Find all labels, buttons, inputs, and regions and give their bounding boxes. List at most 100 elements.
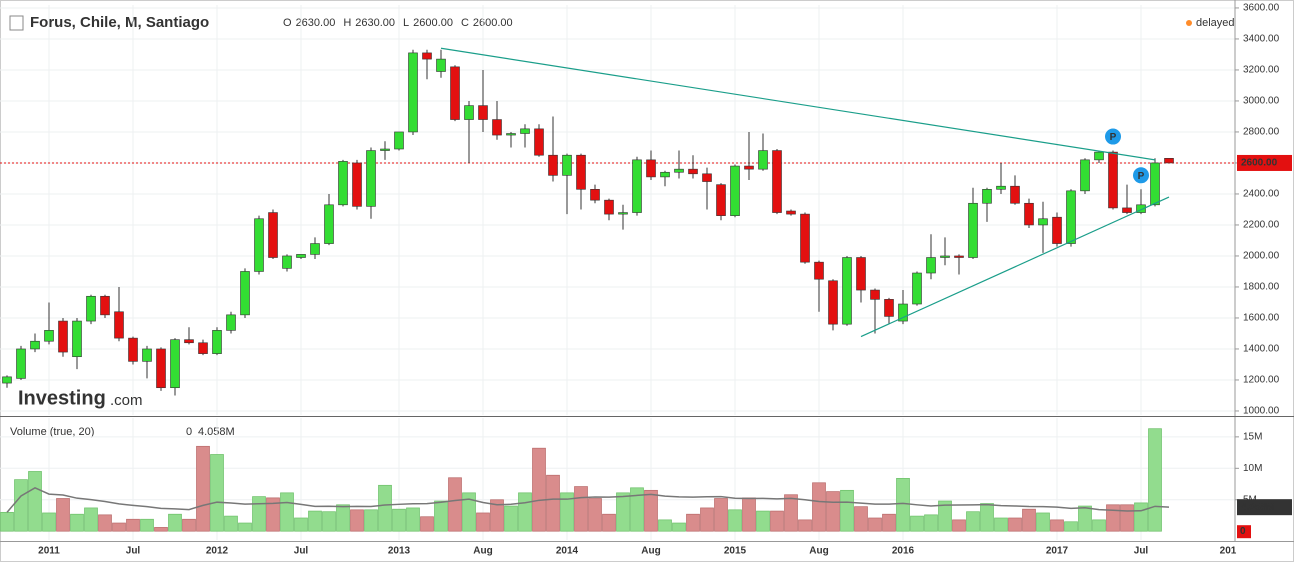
volume-bar (1106, 504, 1120, 532)
candle-body (842, 257, 852, 325)
volume-bar (574, 486, 588, 532)
volume-bar (966, 511, 980, 532)
candle-body (44, 330, 54, 342)
y-tick-label: 10M (1243, 463, 1262, 474)
x-tick-label: Jul (126, 546, 141, 557)
candle-body (114, 311, 124, 339)
marker (1105, 128, 1121, 145)
y-tick-label: 2800.00 (1243, 127, 1280, 138)
volume-bar (994, 517, 1008, 532)
volume-bar (1050, 519, 1064, 532)
volume-bar (1078, 505, 1092, 532)
volume-bar (98, 514, 112, 532)
candle-body (982, 189, 992, 204)
volume-bar (252, 496, 266, 532)
status-dot (1186, 20, 1192, 26)
candle-body (702, 173, 712, 182)
candle-body (184, 339, 194, 344)
candle-body (30, 340, 40, 350)
volume-bar (798, 519, 812, 532)
candle-body (968, 202, 978, 258)
y-tick-label: 2000.00 (1243, 251, 1280, 262)
candle-body (1024, 202, 1034, 226)
candle-body (800, 213, 810, 263)
candle-body (548, 154, 558, 176)
volume-bar (224, 515, 238, 532)
ma-box (1237, 499, 1292, 516)
volume-bar (308, 510, 322, 532)
candle-body (1094, 151, 1104, 161)
volume-bar (700, 507, 714, 532)
icon (9, 15, 24, 31)
candle-body (58, 320, 68, 353)
candle-body (828, 280, 838, 325)
trendline (860, 196, 1170, 338)
volume-bar (350, 509, 364, 532)
candle-body (1038, 218, 1048, 226)
ma-axis-label: 4.058M (1241, 502, 1274, 513)
volume-bar (392, 508, 406, 532)
volume-bar (910, 515, 924, 532)
volume-bar (266, 497, 280, 532)
candle-body (254, 218, 264, 272)
volume-bar (0, 511, 14, 532)
volume-bar (784, 494, 798, 532)
volume-bar (616, 492, 630, 532)
candle-body (310, 243, 320, 255)
x-tick-label: Aug (809, 546, 828, 557)
volume-bar (140, 518, 154, 532)
volume-bar (560, 492, 574, 532)
volume-bar (840, 489, 854, 532)
x-tick-label: 2013 (388, 546, 411, 557)
y-tick-label: 1800.00 (1243, 282, 1280, 293)
last-price-label: 2600.00 (1241, 158, 1278, 169)
volume-current: 0 (186, 426, 192, 438)
candle-body (296, 254, 306, 258)
candle-body (1136, 204, 1146, 213)
candle-body (338, 161, 348, 206)
volume-bar (518, 492, 532, 532)
volume-bar (672, 522, 686, 532)
logo: Investing .com (18, 387, 143, 409)
volume-bar (448, 477, 462, 532)
volume-bar (644, 489, 658, 532)
candle-body (940, 255, 950, 258)
volume-bar (84, 507, 98, 532)
volume-bar (742, 497, 756, 532)
volume-bar (210, 454, 224, 532)
volume-bar (406, 507, 420, 532)
volume-bar (434, 500, 448, 532)
x-tick-label: Aug (641, 546, 660, 557)
x-tick-label: 201 (1220, 546, 1237, 557)
candle-body (954, 255, 964, 258)
x-tick-label: 2015 (724, 546, 747, 557)
volume-bar (322, 511, 336, 532)
ohlc-value: 2600.00 (473, 17, 513, 29)
candle-body (646, 159, 656, 178)
volume-bar (812, 482, 826, 532)
volume-bar (420, 516, 434, 532)
candle-body (520, 128, 530, 134)
volume-bar (826, 491, 840, 532)
candle-body (142, 348, 152, 362)
ohlc-label: C (461, 17, 469, 29)
candle-body (492, 119, 502, 136)
volume-bar (756, 510, 770, 532)
candle-body (912, 272, 922, 305)
candle-body (394, 131, 404, 150)
volume-bar (658, 519, 672, 532)
volume-bar (1064, 521, 1078, 532)
y-tick-label: 15M (1243, 432, 1262, 443)
candle-body (576, 154, 586, 190)
volume-bar (1036, 512, 1050, 532)
candle-body (198, 342, 208, 354)
chart-title: Forus, Chile, M, Santiago (30, 14, 209, 31)
candle-body (786, 210, 796, 215)
volume-bar (924, 514, 938, 532)
volume-bar (1134, 502, 1148, 532)
logo-text: Investing (18, 387, 106, 409)
volume-box (1237, 525, 1251, 539)
candle-body (352, 162, 362, 207)
volume-bar (546, 474, 560, 532)
